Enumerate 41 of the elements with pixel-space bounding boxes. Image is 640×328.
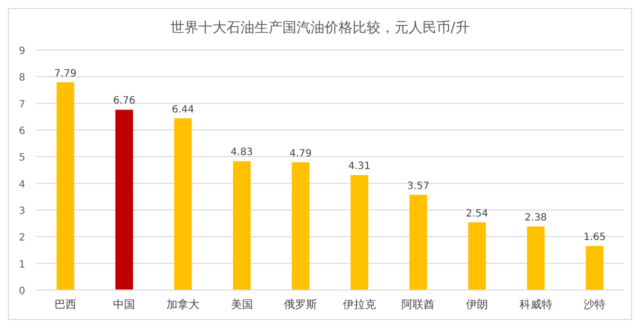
data-label: 6.44 — [172, 104, 194, 116]
y-tick-label: 4 — [18, 179, 26, 190]
y-tick-label: 8 — [18, 72, 26, 84]
x-tick-label: 沙特 — [584, 298, 606, 311]
x-tick-label: 美国 — [230, 298, 253, 311]
bar — [350, 175, 368, 290]
bar — [232, 161, 251, 290]
bar — [115, 110, 134, 290]
y-tick-label: 6 — [18, 126, 26, 137]
bar — [468, 222, 486, 290]
y-tick-label: 2 — [18, 232, 26, 244]
x-tick-label: 阿联酋 — [402, 298, 435, 311]
bar — [526, 226, 545, 290]
x-tick-label: 巴西 — [54, 298, 76, 311]
y-tick-label: 3 — [18, 206, 26, 217]
data-label: 3.57 — [407, 180, 430, 192]
bar — [586, 246, 604, 290]
x-tick-label: 加拿大 — [166, 298, 200, 311]
data-label: 7.79 — [54, 68, 77, 80]
data-label: 4.31 — [348, 161, 371, 172]
bar — [174, 118, 192, 290]
x-tick-label: 俄罗斯 — [284, 298, 318, 311]
data-label: 6.76 — [113, 96, 136, 107]
y-tick-label: 9 — [18, 46, 26, 57]
bar — [56, 82, 74, 290]
data-label: 2.38 — [524, 212, 547, 224]
chart-title: 世界十大石油生产国汽油价格比较，元人民币/升 — [170, 20, 470, 36]
data-label: 4.83 — [230, 147, 253, 158]
x-tick-label: 中国 — [113, 298, 136, 311]
bar — [409, 194, 428, 290]
y-tick-label: 0 — [18, 286, 26, 297]
data-label: 1.65 — [583, 232, 606, 243]
x-tick-label: 伊拉克 — [342, 298, 376, 311]
y-tick-label: 7 — [18, 99, 26, 110]
x-tick-label: 科威特 — [519, 298, 552, 311]
bar — [292, 162, 310, 290]
y-tick-label: 1 — [18, 259, 26, 270]
x-tick-label: 伊朗 — [466, 298, 488, 311]
y-tick-label: 5 — [18, 152, 26, 164]
data-label: 2.54 — [466, 208, 488, 220]
data-label: 4.79 — [289, 148, 312, 160]
